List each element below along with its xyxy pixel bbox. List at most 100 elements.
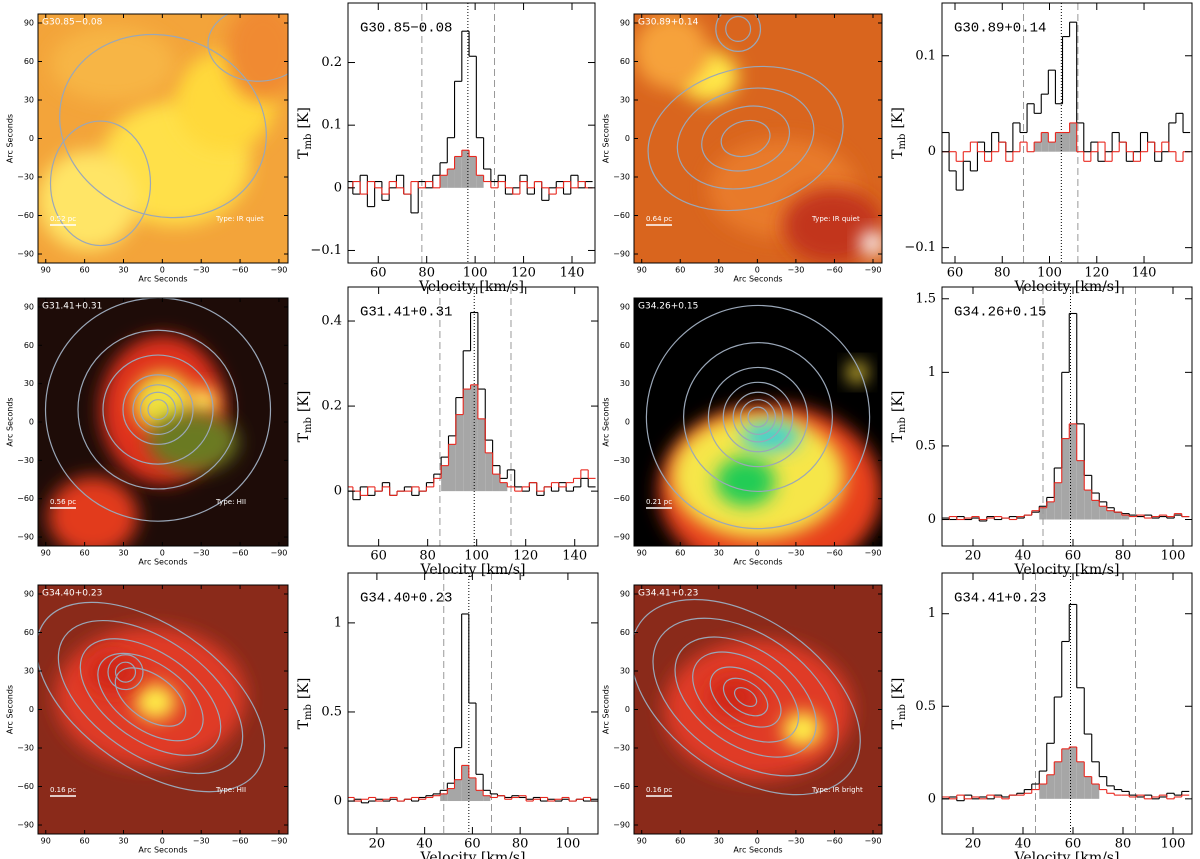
x-tick-label: −90 xyxy=(270,837,287,846)
contour xyxy=(147,399,169,421)
y-tick-label: 30 xyxy=(620,666,630,675)
x-tick-label: 90 xyxy=(41,549,51,558)
integrated-area xyxy=(485,452,493,492)
integrated-area xyxy=(483,795,491,802)
x-tick-label: 90 xyxy=(637,266,647,275)
y-tick-label: −90 xyxy=(613,533,630,542)
x-tick-label: 60 xyxy=(464,837,481,852)
integrated-area xyxy=(477,418,486,492)
x-tick-label: 60 xyxy=(675,266,685,275)
integrated-area xyxy=(1046,774,1055,799)
x-tick-label: 0 xyxy=(755,837,760,846)
y-tick-label: 90 xyxy=(620,302,630,311)
x-tick-label: 40 xyxy=(1015,837,1032,852)
contour xyxy=(107,654,144,691)
y-axis-unit: [K] xyxy=(890,107,906,128)
contour xyxy=(740,399,776,435)
y-tick-label: −30 xyxy=(613,456,630,465)
y-tick-label: 0 xyxy=(928,512,936,527)
y-tick-label: 0 xyxy=(928,791,936,806)
y-tick-label: 0.2 xyxy=(321,399,342,414)
frame xyxy=(941,2,1193,264)
x-tick-label: −90 xyxy=(865,837,882,846)
y-tick-label: −60 xyxy=(613,494,630,503)
sky-image xyxy=(634,298,882,546)
y-axis-label: Tmb [K] xyxy=(890,678,908,730)
y-tick-label: 1 xyxy=(928,606,936,621)
x-tick-label: 80 xyxy=(512,837,529,852)
frame xyxy=(347,2,596,264)
class-label: Type: HII xyxy=(215,786,246,794)
title: G34.26+0.15 xyxy=(954,305,1046,321)
frame xyxy=(941,572,1193,835)
class-label: Type: IR quiet xyxy=(215,215,264,223)
x-axis-label: Arc Seconds xyxy=(733,846,782,855)
x-axis-label: Arc Seconds xyxy=(733,558,782,567)
integrated-area xyxy=(1054,761,1062,799)
y-tick-label: 0.5 xyxy=(915,438,936,453)
source-name: G31.41+0.31 xyxy=(42,302,102,312)
emission xyxy=(663,639,853,780)
y-axis-subscript: mb xyxy=(897,134,908,150)
y-tick-label: −90 xyxy=(17,821,34,830)
x-tick-label: 0 xyxy=(160,266,165,275)
x-tick-label: 0 xyxy=(160,837,165,846)
image-panel: 90 60 30 0 −30 −60 −90 −90 −60 −30 0 30 60 90 Arc Seco… xyxy=(602,584,883,855)
contour xyxy=(725,15,752,42)
emission xyxy=(715,456,776,507)
x-tick-label: 30 xyxy=(118,837,128,846)
emission xyxy=(88,652,138,693)
y-tick-label: 30 xyxy=(24,379,34,388)
emission xyxy=(740,422,801,452)
y-axis-label: Arc Seconds xyxy=(602,685,611,734)
title: G30.85−0.08 xyxy=(360,21,452,37)
emission xyxy=(148,412,238,472)
contour xyxy=(634,598,861,796)
x-tick-label: 60 xyxy=(1065,549,1082,564)
y-tick-label: 0 xyxy=(29,134,34,143)
y-tick-label: 60 xyxy=(24,57,34,66)
contour xyxy=(676,87,815,190)
contour xyxy=(49,120,152,247)
integrated-area xyxy=(1069,747,1077,799)
contour xyxy=(647,65,844,212)
integrated-area xyxy=(1099,506,1107,520)
x-tick-label: −90 xyxy=(865,266,882,275)
x-tick-label: −90 xyxy=(270,266,287,275)
y-axis-label: Tmb [K] xyxy=(890,391,908,443)
y-tick-label: 0 xyxy=(625,134,630,143)
integrated-area xyxy=(1054,482,1062,520)
contour xyxy=(97,652,204,742)
y-axis-label: Arc Seconds xyxy=(6,685,15,734)
x-axis-label: Velocity [km/s] xyxy=(420,850,526,859)
integrated-area xyxy=(1091,784,1100,799)
contour xyxy=(707,366,809,468)
title: G30.89+0.14 xyxy=(954,21,1046,37)
y-tick-label: −30 xyxy=(17,173,34,182)
integrated-area xyxy=(455,414,464,492)
integrated-area xyxy=(441,465,449,492)
y-tick-label: −60 xyxy=(17,211,34,220)
source-name: G30.89+0.14 xyxy=(638,18,699,28)
x-axis-label: Velocity [km/s] xyxy=(1014,850,1120,859)
y-axis-unit: [K] xyxy=(890,391,906,412)
y-tick-label: 0.1 xyxy=(915,48,936,63)
class-label: Type: IR quiet xyxy=(811,215,860,223)
contour xyxy=(715,14,762,52)
x-tick-label: 20 xyxy=(369,837,386,852)
source-name: G30.85−0.08 xyxy=(42,18,103,28)
emission xyxy=(38,150,138,251)
contour xyxy=(139,391,177,428)
x-tick-label: −30 xyxy=(787,837,804,846)
integrated-area xyxy=(463,389,471,492)
y-tick-label: 90 xyxy=(24,589,34,598)
y-tick-label: 0 xyxy=(29,705,34,714)
x-tick-label: −60 xyxy=(232,549,249,558)
integrated-area xyxy=(1121,515,1130,520)
y-axis-unit: [K] xyxy=(296,678,312,699)
y-tick-label: −30 xyxy=(17,744,34,753)
image-panel: 90 60 30 0 −30 −60 −90 −90 −60 −30 0 30 60 90 Arc Seco… xyxy=(6,584,289,855)
y-tick-label: −60 xyxy=(613,782,630,791)
spectrum-panel: 60 80 100 120 140−0.100.1G30.89+0.14Velocity… xyxy=(890,2,1193,295)
emission xyxy=(225,14,288,102)
